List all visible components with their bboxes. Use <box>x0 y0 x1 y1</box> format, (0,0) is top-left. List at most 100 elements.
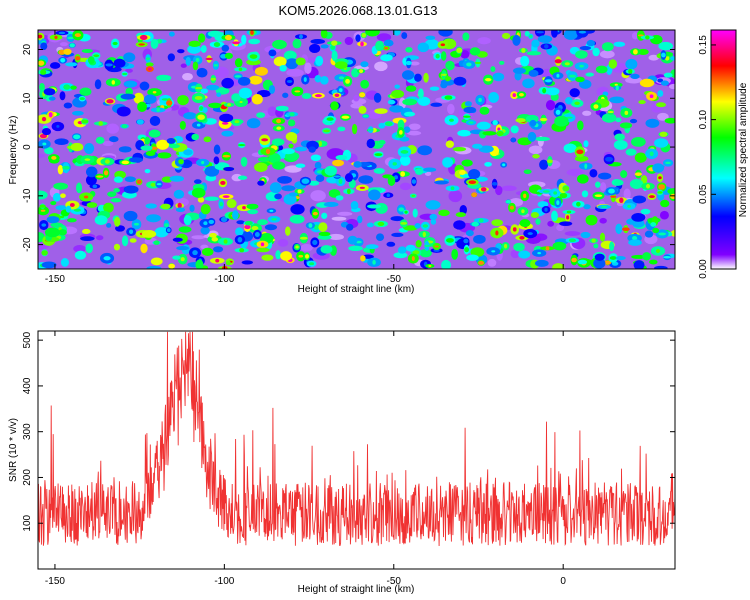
heatmap-blob-core <box>210 77 216 81</box>
heatmap-blob <box>389 105 404 113</box>
heatmap-blob <box>419 248 432 258</box>
heatmap-blob <box>401 70 415 80</box>
heatmap-blob <box>202 107 208 113</box>
heatmap-blob <box>44 146 54 155</box>
heatmap-blob <box>57 164 64 175</box>
heatmap-blob <box>301 93 312 100</box>
heatmap-blob <box>235 227 244 236</box>
heatmap-blob-core <box>367 128 374 131</box>
heatmap-low-patch <box>631 32 639 40</box>
heatmap-blob <box>320 245 333 254</box>
heatmap-blob <box>320 44 329 49</box>
heatmap-blob-core <box>156 107 160 112</box>
heatmap-blob-core <box>637 34 644 37</box>
heatmap-blob <box>310 154 321 162</box>
heatmap-blob <box>256 112 266 118</box>
heatmap-blob <box>366 222 374 228</box>
heatmap-blob <box>451 248 459 260</box>
heatmap-blob <box>169 175 185 182</box>
heatmap-blob <box>512 34 521 46</box>
heatmap-blob-core <box>539 117 548 122</box>
heatmap-blob <box>563 30 578 40</box>
heatmap-blob <box>601 42 614 52</box>
heatmap-blob-core <box>301 178 310 184</box>
heatmap-blob <box>285 226 291 236</box>
snr-x-label: Height of straight line (km) <box>298 584 415 595</box>
heatmap-low-patch <box>564 231 581 236</box>
heatmap-low-patch <box>124 68 133 73</box>
heatmap-blob-core <box>299 34 303 40</box>
heatmap-blob <box>599 232 606 242</box>
heatmap-blob <box>429 86 440 91</box>
heatmap-blob-core <box>201 160 205 165</box>
heatmap-blob <box>146 214 161 223</box>
colorbar-tick-label: 0.10 <box>698 109 709 129</box>
heatmap-blob <box>358 175 374 184</box>
heatmap-blob-core <box>559 192 568 199</box>
heatmap-blob <box>491 219 503 227</box>
heatmap-blob <box>234 58 243 68</box>
heatmap-blob <box>457 129 471 137</box>
heatmap-blob-core <box>359 186 365 189</box>
heatmap-low-patch <box>460 50 470 59</box>
heatmap-blob <box>378 122 386 129</box>
heatmap-blob <box>444 75 451 82</box>
heatmap-blob-core <box>150 182 156 187</box>
heatmap-blob <box>387 99 396 105</box>
heatmap-blob-core <box>554 59 562 64</box>
heatmap-blob <box>512 67 526 74</box>
heatmap-blob-core <box>168 263 176 269</box>
heatmap-blob <box>526 51 542 56</box>
heatmap-blob-core <box>512 93 517 98</box>
heatmap-blob <box>595 181 601 188</box>
heatmap-blob <box>63 48 72 55</box>
heatmap-blob <box>539 159 549 170</box>
heatmap-blob <box>459 170 466 176</box>
heatmap-blob <box>167 53 175 62</box>
colorbar-gradient <box>710 29 737 270</box>
heatmap-blob <box>200 88 209 94</box>
heatmap-blob <box>283 50 297 61</box>
heatmap-blob-core <box>219 201 224 207</box>
heatmap-blob <box>613 41 626 47</box>
heatmap-blob <box>280 251 293 261</box>
heatmap-blob <box>576 174 589 184</box>
heatmap-blob <box>123 210 138 222</box>
heatmap-blob-core <box>658 176 662 180</box>
heatmap-blob <box>41 128 52 136</box>
heatmap-blob <box>251 94 263 105</box>
heatmap-blob <box>178 158 184 165</box>
heatmap-blob-core <box>308 223 313 228</box>
heatmap-blob-core <box>333 175 341 178</box>
heatmap-blob-core <box>223 239 228 244</box>
heatmap-blob <box>49 62 61 69</box>
heatmap-low-patch <box>310 190 326 202</box>
heatmap-blob <box>292 38 302 49</box>
heatmap-blob <box>55 205 68 211</box>
heatmap-y-tick-label: -20 <box>22 237 33 252</box>
heatmap-blob-core <box>658 232 667 236</box>
snr-x-ticks: -150 -100 -50 0 <box>45 331 566 587</box>
heatmap-blob-core <box>466 62 472 67</box>
heatmap-blob <box>94 215 108 226</box>
heatmap-blob <box>128 157 143 163</box>
heatmap-blob <box>513 242 525 252</box>
heatmap-blob <box>423 72 429 83</box>
heatmap-blob-core <box>74 33 82 38</box>
heatmap-blob-core <box>345 78 350 84</box>
heatmap-blob <box>347 235 358 245</box>
heatmap-blob <box>281 148 295 155</box>
heatmap-blob <box>565 97 573 105</box>
heatmap-blob <box>579 45 592 51</box>
heatmap-blob-core <box>471 221 479 227</box>
heatmap-blob-core <box>177 202 182 209</box>
heatmap-blob-core <box>98 121 103 126</box>
heatmap-blob <box>195 259 204 269</box>
heatmap-blob-core <box>361 32 367 38</box>
heatmap-blob-core <box>545 246 550 251</box>
heatmap-blob-core <box>67 36 74 40</box>
heatmap-y-tick-label: -10 <box>22 188 33 203</box>
heatmap-blob <box>663 72 673 78</box>
heatmap-blob-core <box>136 119 144 125</box>
heatmap-blob <box>510 125 519 134</box>
